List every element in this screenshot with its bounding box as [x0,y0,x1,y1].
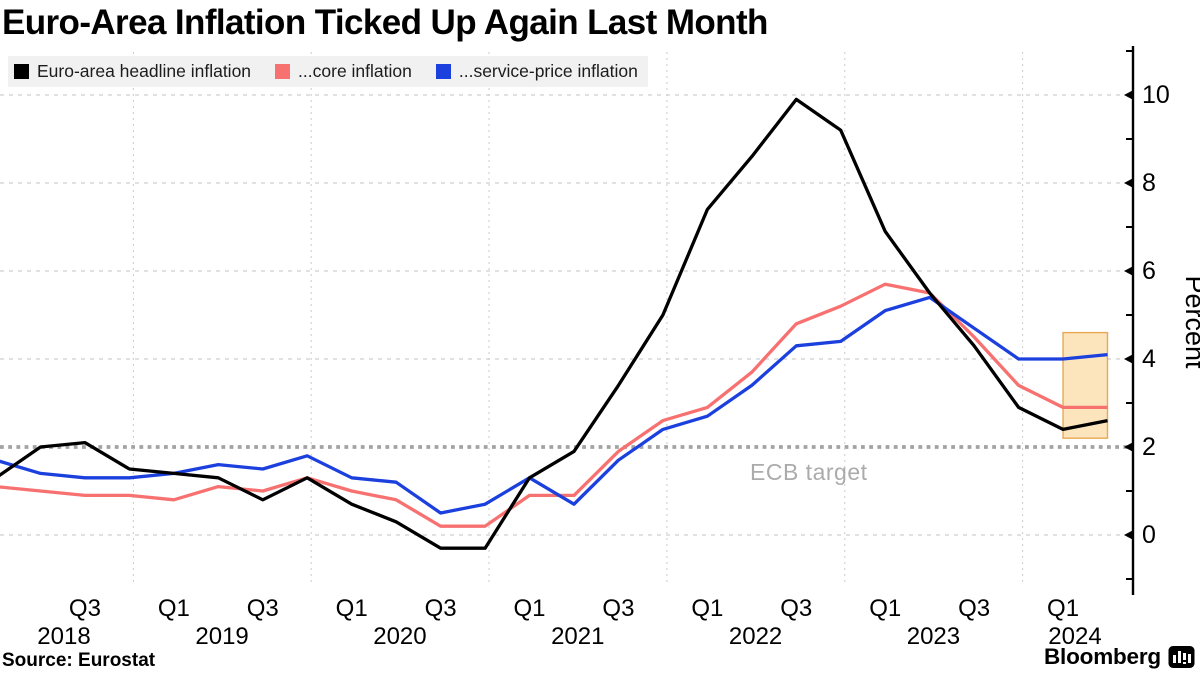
legend-item-services: ...service-price inflation [435,61,638,82]
core-line [0,282,1108,528]
legend-item-headline: Euro-area headline inflation [14,61,251,82]
services-line [0,295,1108,515]
y-tick-label-2: 2 [1142,433,1156,461]
x-year-label: 2024 [1048,623,1101,650]
x-quarter-label: Q1 [158,595,190,622]
y-tick-label-6: 6 [1142,257,1156,285]
bloomberg-wordmark: Bloomberg [1044,644,1161,669]
x-year-label: 2020 [373,623,426,650]
x-year-label: 2021 [551,623,604,650]
x-quarter-label: Q1 [336,595,368,622]
y-tick-label-0: 0 [1142,521,1156,549]
y-axis-arrow-tick [1124,178,1133,188]
y-axis-arrow-tick [1124,442,1133,452]
x-year-label: 2022 [729,623,782,650]
y-axis-arrow-tick [1124,530,1133,540]
bloomberg-logo: Bloomberg [1044,644,1195,670]
x-year-label: 2019 [195,623,248,650]
legend: Euro-area headline inflation ...core inf… [8,56,648,87]
x-quarter-label: Q3 [602,595,634,622]
x-quarter-label: Q1 [1047,595,1079,622]
bloomberg-terminal-icon [1168,646,1195,668]
ecb-target-annotation: ECB target [750,459,868,485]
source-credit: Source: Eurostat [2,650,156,671]
x-quarter-label: Q1 [869,595,901,622]
services-swatch-icon [435,64,451,79]
x-quarter-label: Q3 [425,595,457,622]
core-swatch-icon [275,64,291,79]
x-quarter-label: Q3 [780,595,812,622]
chart-title: Euro-Area Inflation Ticked Up Again Last… [2,3,768,42]
y-axis-title: Percent [1180,275,1200,369]
x-quarter-label: Q3 [247,595,279,622]
y-tick-label-4: 4 [1142,345,1156,373]
legend-label-core: ...core inflation [298,61,412,81]
legend-label-services: ...service-price inflation [458,61,638,81]
headline-line [0,97,1108,550]
x-quarter-label: Q1 [514,595,546,622]
x-quarter-label: Q3 [958,595,990,622]
x-quarter-label: Q3 [69,595,101,622]
headline-swatch-icon [14,64,29,79]
y-tick-label-10: 10 [1142,81,1170,109]
y-axis-arrow-tick [1124,354,1133,364]
x-quarter-label: Q1 [691,595,723,622]
x-year-label: 2023 [907,623,960,650]
y-axis-arrow-tick [1124,266,1133,276]
x-year-label: 2018 [37,623,90,650]
y-tick-label-8: 8 [1142,169,1156,197]
legend-label-headline: Euro-area headline inflation [37,61,252,81]
legend-item-core: ...core inflation [275,61,412,82]
y-axis-arrow-tick [1124,90,1133,100]
